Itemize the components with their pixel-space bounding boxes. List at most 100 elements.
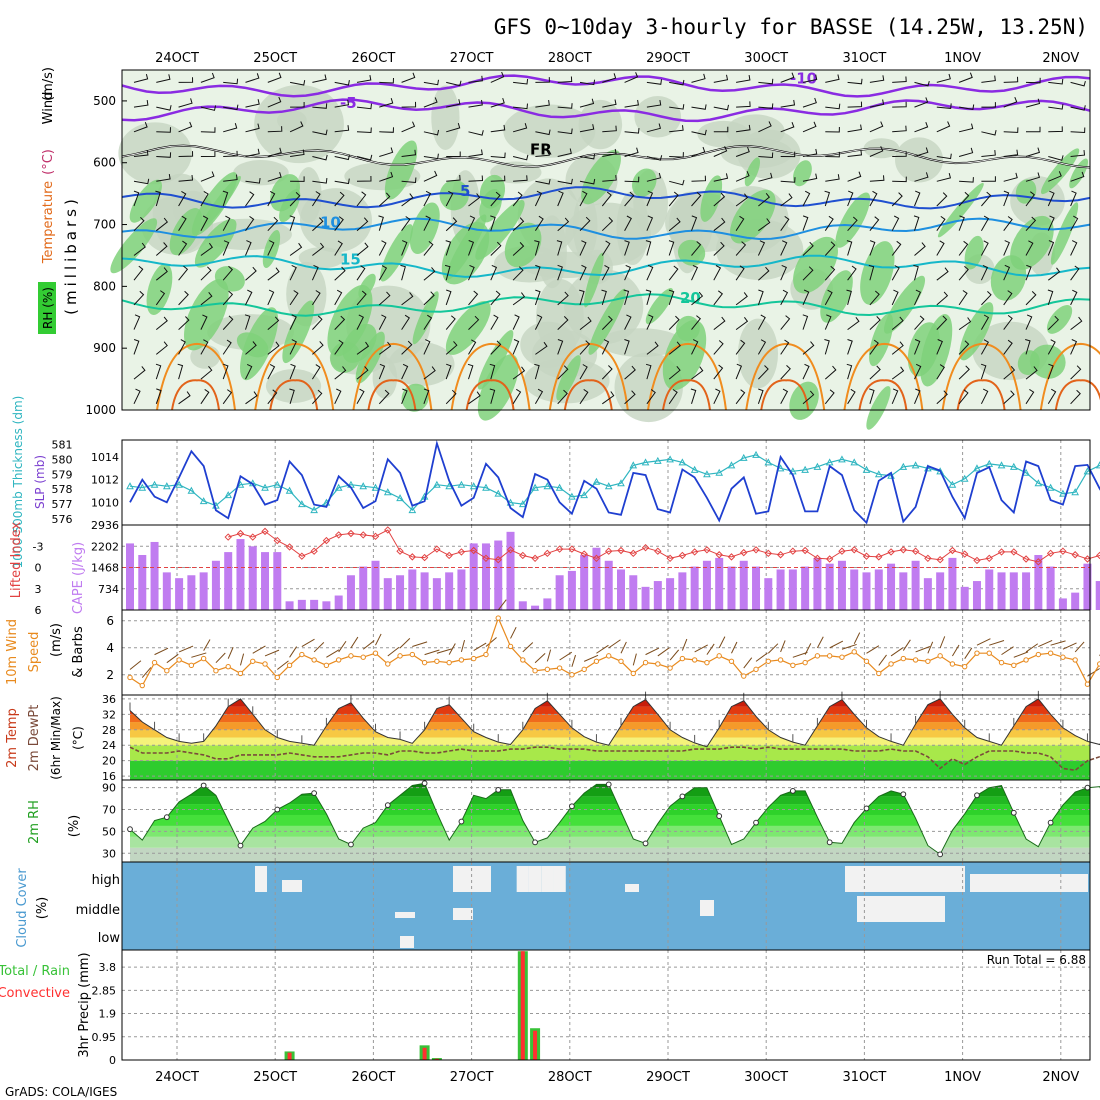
wind-barb [155,363,162,380]
wind10-point [532,668,538,674]
wind-barb [1070,127,1086,134]
axis-title-rh2m: 2m RH [27,800,42,844]
isotherm-warm [760,379,810,411]
wind-barb [601,264,610,281]
wind-barb [936,103,952,109]
wind-barb [490,264,498,281]
wind-barb [891,215,900,231]
wind-barb [155,341,168,355]
wind-barb [401,314,410,330]
rh-point [163,814,170,821]
wind-barb [892,176,907,183]
wind-barb [579,79,596,86]
grads-credit: GrADS: COLA/IGES [5,1085,117,1099]
axis-title-wind10: 10m Wind [5,619,20,685]
wind-barb [490,152,506,159]
rh-humid-fill [835,192,871,248]
wind-barb [557,76,573,83]
axis-title-wind-units: (m/s) [41,67,56,101]
wind-barb [579,190,588,207]
cape-bar [972,581,981,610]
wind10-point [151,659,158,666]
wind-barb [133,242,146,256]
wind-barb [534,363,540,380]
wind-barb [223,78,239,85]
wind-barb [802,215,809,231]
wind-barb [468,391,481,405]
wind-barb [178,265,189,281]
wind-barb [1070,316,1083,330]
wind-barb [624,365,636,380]
rh-humid-fill [700,175,723,222]
wind10-point [323,662,330,669]
wind10-point [802,659,808,666]
rh-point [716,813,723,819]
wind-barb [668,191,679,207]
cape-bar [776,569,785,610]
wind-barb [1003,216,1013,231]
wind-barb [780,99,796,108]
lifted-index-line [228,529,1100,563]
wind-barb [512,217,525,232]
wind10-point [164,668,170,674]
wind-barb [713,104,729,111]
rh-legend-swatch [38,282,56,334]
panel-frame [121,69,1091,411]
wind-barb [512,242,525,256]
wind10-point [372,650,379,656]
wind10-point [949,661,956,667]
temp-band [130,722,1090,730]
wind-barb [245,73,260,83]
wind10-barb [191,652,207,658]
lifted-index-point [973,556,981,565]
isotherm-warm [367,379,417,411]
thickness-point [494,489,503,497]
wind-barb [1025,240,1034,256]
cape-bar [543,598,552,610]
lifted-index-point [654,547,662,555]
wind-barb [557,291,569,306]
wind-barb [401,216,411,231]
wind-barb [958,72,973,83]
wind-barb [356,127,372,134]
axis-tick-label: 1.9 [99,1008,117,1021]
wind-barb [913,215,920,231]
axis-tick-label: 900 [93,341,116,355]
wind-barb [602,148,617,157]
lifted-index-point [469,546,478,555]
wind-barb [534,190,543,207]
wind10-barb [915,646,931,653]
wind-barb [1025,366,1038,380]
wind-barb [222,265,234,281]
lifted-index-point [690,548,699,556]
wind-barb [378,389,390,405]
cape-bar [555,575,564,610]
cloud-patch [970,874,1088,892]
wind-barb [936,315,948,330]
wind-barb [914,339,921,355]
wind-barb [468,315,480,330]
wind-barb [155,217,169,232]
wind10-barb [989,640,1005,646]
wind10-point [618,658,624,664]
wind10-point [274,674,280,681]
thickness-point [383,488,392,496]
wind-barb [334,339,344,355]
thickness-point [482,483,490,491]
wind-barb [847,265,857,281]
wind-barb [892,125,907,133]
wind-barb [892,76,907,83]
isotherm-warm [1039,342,1100,411]
wind10-point [262,661,268,667]
wind-barb [267,316,280,330]
wind-barb [356,265,366,281]
wind-barb [624,314,632,330]
wind-barb [1025,191,1035,207]
wind10-point [691,657,698,663]
lifted-index-point [273,536,282,545]
wind10-point [385,661,391,667]
cape-bar [383,578,392,610]
wind-barb [512,314,520,330]
wind-barb [267,240,275,256]
wind-barb [222,215,231,231]
